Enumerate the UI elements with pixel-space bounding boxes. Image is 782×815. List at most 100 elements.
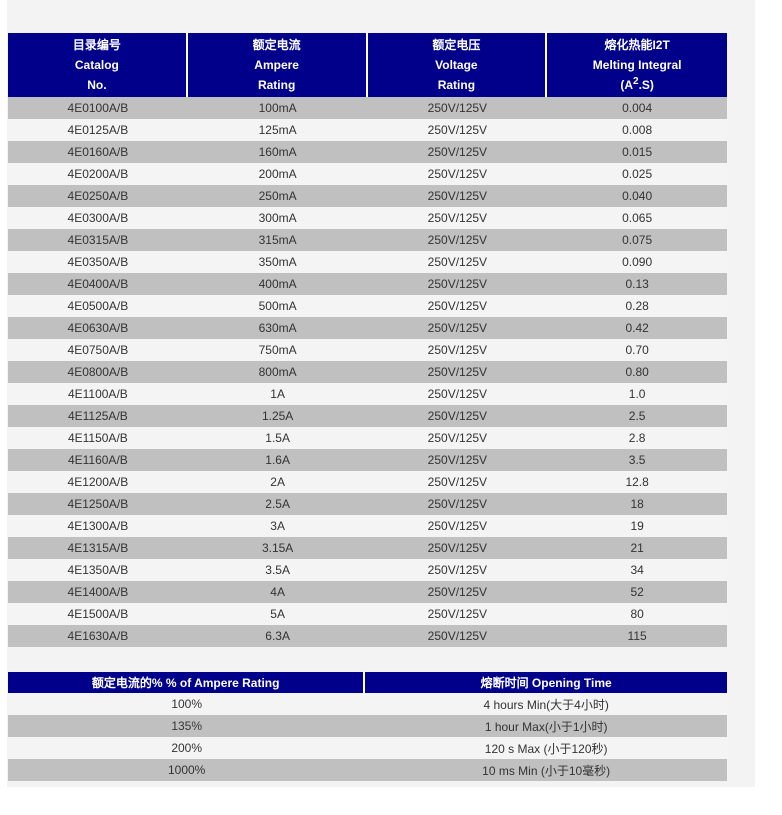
table-row: 1000% 10 ms Min (小于10毫秒) xyxy=(8,759,727,781)
table-row: 4E0750A/B 750mA 250V/125V 0.70 xyxy=(8,339,727,361)
table-cell: 4E1300A/B xyxy=(8,515,188,537)
table-cell: 4E1630A/B xyxy=(8,625,188,647)
content-area: 目录编号 Catalog No. 额定电流 Ampere Rating 额定电压… xyxy=(7,0,755,787)
table-row: 4E1500A/B 5A 250V/125V 80 xyxy=(8,603,727,625)
table-cell: 6.3A xyxy=(187,625,368,647)
table-cell: 0.80 xyxy=(547,361,727,383)
table-cell: 2.5 xyxy=(547,405,727,427)
table-cell: 250V/125V xyxy=(367,273,548,295)
table-row: 200% 120 s Max (小于120秒) xyxy=(8,737,727,759)
table-cell: 250V/125V xyxy=(367,405,548,427)
col-header-opening-time: 熔断时间 Opening Time xyxy=(365,672,727,693)
table-cell: 100mA xyxy=(187,97,368,119)
table-row: 4E0400A/B 400mA 250V/125V 0.13 xyxy=(8,273,727,295)
table-cell: 3.5 xyxy=(547,449,727,471)
table-cell: 1A xyxy=(187,383,368,405)
table-cell: 34 xyxy=(547,559,727,581)
table-cell: 4 hours Min(大于4小时) xyxy=(365,693,727,715)
table-cell: 4E0125A/B xyxy=(8,119,188,141)
table-cell: 135% xyxy=(8,715,366,737)
table-cell: 0.075 xyxy=(547,229,727,251)
table-cell: 3.5A xyxy=(187,559,368,581)
table-cell: 350mA xyxy=(187,251,368,273)
table-cell: 0.13 xyxy=(547,273,727,295)
table-cell: 5A xyxy=(187,603,368,625)
header-zh: 熔化热能I2T xyxy=(604,38,670,52)
table-row: 4E0800A/B 800mA 250V/125V 0.80 xyxy=(8,361,727,383)
table-row: 4E0350A/B 350mA 250V/125V 0.090 xyxy=(8,251,727,273)
table-cell: 4E1100A/B xyxy=(8,383,188,405)
table-cell: 4E0750A/B xyxy=(8,339,188,361)
table-cell: 4E0800A/B xyxy=(8,361,188,383)
table-cell: 4E0500A/B xyxy=(8,295,188,317)
table-cell: 4E1400A/B xyxy=(8,581,188,603)
header-en2: Rating xyxy=(437,78,476,92)
table-row: 4E1160A/B 1.6A 250V/125V 3.5 xyxy=(8,449,727,471)
table-cell: 250V/125V xyxy=(367,251,548,273)
table-row: 4E1630A/B 6.3A 250V/125V 115 xyxy=(8,625,727,647)
table-cell: 120 s Max (小于120秒) xyxy=(365,737,727,759)
col-header-catalog-no: 目录编号 Catalog No. xyxy=(8,33,188,97)
table-cell: 0.015 xyxy=(547,141,727,163)
table-cell: 250V/125V xyxy=(367,603,548,625)
table-row: 4E0100A/B 100mA 250V/125V 0.004 xyxy=(8,97,727,119)
table-cell: 4E1125A/B xyxy=(8,405,188,427)
opening-time-table: 额定电流的% % of Ampere Rating 熔断时间 Opening T… xyxy=(8,672,727,781)
table-row: 4E0125A/B 125mA 250V/125V 0.008 xyxy=(8,119,727,141)
table-cell: 4E0400A/B xyxy=(8,273,188,295)
superscript-2: 2 xyxy=(633,76,639,87)
table-cell: 315mA xyxy=(187,229,368,251)
col-header-ampere-rating: 额定电流 Ampere Rating xyxy=(187,33,368,97)
table-row: 4E0630A/B 630mA 250V/125V 0.42 xyxy=(8,317,727,339)
table-cell: 18 xyxy=(547,493,727,515)
header-en1: Melting Integral xyxy=(592,58,682,72)
table-cell: 250V/125V xyxy=(367,493,548,515)
table-cell: 300mA xyxy=(187,207,368,229)
table-cell: 400mA xyxy=(187,273,368,295)
table-cell: 1.6A xyxy=(187,449,368,471)
table-row: 4E0300A/B 300mA 250V/125V 0.065 xyxy=(8,207,727,229)
table-cell: 630mA xyxy=(187,317,368,339)
table-cell: 250V/125V xyxy=(367,383,548,405)
table-cell: 4E0200A/B xyxy=(8,163,188,185)
table-cell: 4E0350A/B xyxy=(8,251,188,273)
table-cell: 100% xyxy=(8,693,366,715)
table-cell: 3.15A xyxy=(187,537,368,559)
table-cell: 4E0160A/B xyxy=(8,141,188,163)
table-row: 4E1350A/B 3.5A 250V/125V 34 xyxy=(8,559,727,581)
table-cell: 250V/125V xyxy=(367,97,548,119)
table-row: 135% 1 hour Max(小于1小时) xyxy=(8,715,727,737)
table-cell: 2.5A xyxy=(187,493,368,515)
table-row: 4E1200A/B 2A 250V/125V 12.8 xyxy=(8,471,727,493)
table-cell: 250V/125V xyxy=(367,515,548,537)
header-en1: Catalog xyxy=(74,58,119,72)
table-row: 4E1300A/B 3A 250V/125V 19 xyxy=(8,515,727,537)
table-cell: 250V/125V xyxy=(367,471,548,493)
col-header-percent-of-ampere-rating: 额定电流的% % of Ampere Rating xyxy=(8,672,366,693)
rating-table-header-row: 额定电流的% % of Ampere Rating 熔断时间 Opening T… xyxy=(8,672,727,693)
table-cell: 3A xyxy=(187,515,368,537)
table-row: 100% 4 hours Min(大于4小时) xyxy=(8,693,727,715)
table-cell: 200mA xyxy=(187,163,368,185)
unit-suffix: .S) xyxy=(638,78,654,92)
header-zh: 额定电压 xyxy=(432,38,481,52)
table-row: 4E1100A/B 1A 250V/125V 1.0 xyxy=(8,383,727,405)
table-cell: 250V/125V xyxy=(367,295,548,317)
table-row: 4E1400A/B 4A 250V/125V 52 xyxy=(8,581,727,603)
table-cell: 250V/125V xyxy=(367,339,548,361)
table-row: 4E0160A/B 160mA 250V/125V 0.015 xyxy=(8,141,727,163)
table-cell: 250V/125V xyxy=(367,581,548,603)
table-cell: 0.008 xyxy=(547,119,727,141)
table-cell: 250V/125V xyxy=(367,559,548,581)
header-en1: Voltage xyxy=(435,58,478,72)
table-row: 4E1315A/B 3.15A 250V/125V 21 xyxy=(8,537,727,559)
table-cell: 4E1350A/B xyxy=(8,559,188,581)
table-cell: 800mA xyxy=(187,361,368,383)
table-cell: 750mA xyxy=(187,339,368,361)
table-cell: 4E0315A/B xyxy=(8,229,188,251)
table-cell: 4E0300A/B xyxy=(8,207,188,229)
header-en2: Rating xyxy=(257,78,296,92)
table-row: 4E1125A/B 1.25A 250V/125V 2.5 xyxy=(8,405,727,427)
table-cell: 4E1160A/B xyxy=(8,449,188,471)
table-cell: 250V/125V xyxy=(367,207,548,229)
